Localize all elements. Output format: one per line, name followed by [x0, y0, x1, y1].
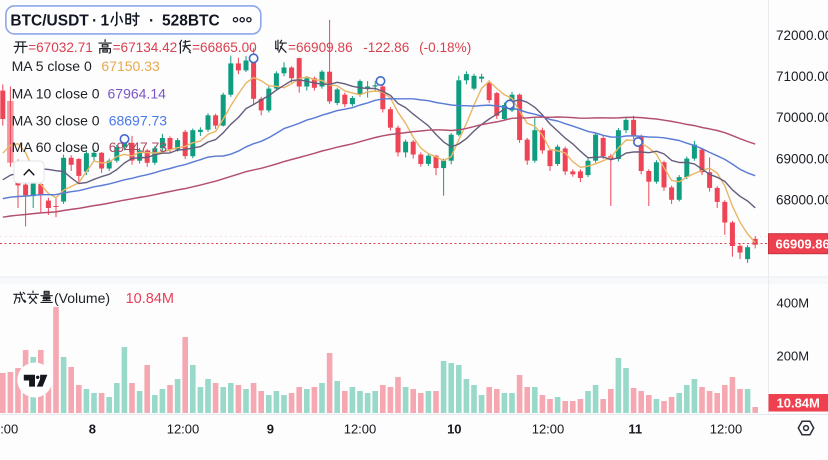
svg-text:=67032.71: =67032.71 — [28, 40, 93, 55]
svg-text:71000.00: 71000.00 — [776, 69, 828, 84]
svg-text:BTC/USDT: BTC/USDT — [10, 12, 89, 29]
svg-text:9: 9 — [267, 422, 274, 437]
svg-text:72000.00: 72000.00 — [776, 28, 828, 43]
svg-text:=66865.00: =66865.00 — [192, 40, 257, 55]
svg-text:12:00: 12:00 — [344, 422, 377, 437]
svg-text:69447.73: 69447.73 — [109, 139, 168, 155]
svg-text:200M: 200M — [777, 348, 810, 363]
svg-text:(Volume): (Volume) — [54, 290, 110, 306]
svg-text:66909.86: 66909.86 — [776, 237, 828, 252]
svg-text:12:00: 12:00 — [532, 422, 565, 437]
svg-text:12:00: 12:00 — [167, 422, 200, 437]
svg-text:12:00: 12:00 — [710, 422, 743, 437]
svg-text:(-0.18%): (-0.18%) — [419, 40, 471, 55]
svg-text:=67134.42: =67134.42 — [113, 40, 178, 55]
svg-text:10: 10 — [447, 422, 461, 437]
svg-text:8: 8 — [89, 422, 96, 437]
svg-text:400M: 400M — [777, 295, 810, 310]
svg-text:528BTC: 528BTC — [162, 12, 220, 29]
svg-text:10.84M: 10.84M — [126, 291, 174, 307]
svg-text:-122.86: -122.86 — [363, 40, 409, 55]
svg-text:MA 10 close 0: MA 10 close 0 — [12, 86, 100, 102]
svg-text:67150.33: 67150.33 — [101, 58, 160, 74]
svg-text:1: 1 — [101, 12, 110, 29]
svg-text:·: · — [92, 12, 97, 29]
svg-text:70000.00: 70000.00 — [776, 110, 828, 125]
svg-text:MA 60 close 0: MA 60 close 0 — [12, 139, 100, 155]
svg-text:11: 11 — [628, 422, 642, 437]
svg-text:·: · — [149, 12, 154, 29]
svg-text:MA 30 close 0: MA 30 close 0 — [12, 112, 100, 128]
svg-text:67964.14: 67964.14 — [108, 86, 167, 102]
svg-text:68697.73: 68697.73 — [109, 112, 168, 128]
svg-text:10.84M: 10.84M — [777, 395, 820, 410]
svg-text:68000.00: 68000.00 — [776, 193, 828, 208]
svg-text:=66909.86: =66909.86 — [288, 40, 353, 55]
svg-text:69000.00: 69000.00 — [776, 151, 828, 166]
svg-text:12:00: 12:00 — [0, 422, 18, 437]
svg-text:MA 5 close 0: MA 5 close 0 — [12, 58, 92, 74]
